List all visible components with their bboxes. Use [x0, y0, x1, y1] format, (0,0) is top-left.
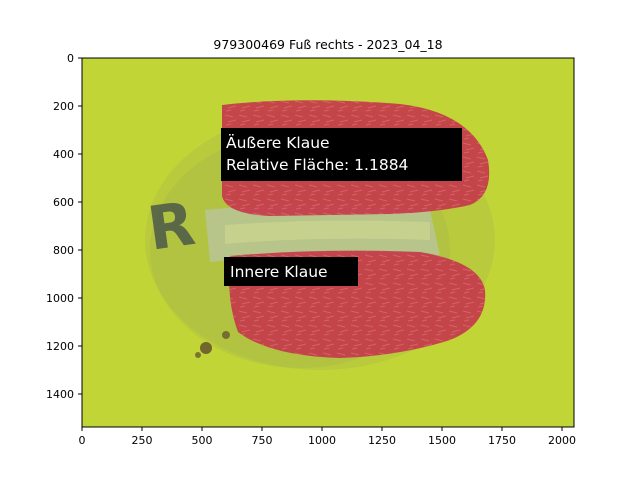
x-tick-label: 0 — [79, 434, 86, 447]
y-tick-label: 0 — [67, 52, 74, 65]
y-tick-label: 1400 — [46, 388, 74, 401]
y-tick-label: 400 — [53, 148, 74, 161]
x-tick-label: 1500 — [428, 434, 456, 447]
x-tick-label: 1000 — [308, 434, 336, 447]
x-tick-label: 500 — [192, 434, 213, 447]
plot-title: 979300469 Fuß rechts - 2023_04_18 — [213, 37, 442, 52]
inner-claw-annotation: Innere Klaue — [224, 257, 358, 286]
x-tick-label: 2000 — [548, 434, 576, 447]
outer-claw-annotation: Äußere Klaue Relative Fläche: 1.1884 — [221, 128, 462, 181]
y-axis: 0 200 400 600 800 1000 1200 1400 — [46, 52, 82, 401]
x-tick-label: 1250 — [368, 434, 396, 447]
hoof-photo: R — [82, 58, 574, 427]
x-tick-label: 750 — [252, 434, 273, 447]
x-tick-label: 1750 — [488, 434, 516, 447]
outer-claw-label-box — [221, 128, 462, 181]
inner-claw-label-box — [224, 257, 358, 286]
x-axis: 0 250 500 750 1000 1250 1500 1750 2000 — [79, 427, 576, 447]
y-tick-label: 200 — [53, 100, 74, 113]
outer-claw-relative-area: Relative Fläche: 1.1884 — [226, 156, 408, 174]
axes-frame — [81, 57, 575, 428]
mat-letter-r: R — [144, 189, 199, 265]
x-tick-label: 250 — [132, 434, 153, 447]
outer-claw-name: Äußere Klaue — [226, 133, 330, 152]
y-tick-label: 1200 — [46, 340, 74, 353]
y-tick-label: 600 — [53, 196, 74, 209]
inner-claw-name: Innere Klaue — [230, 263, 328, 281]
y-tick-label: 800 — [53, 244, 74, 257]
y-tick-label: 1000 — [46, 292, 74, 305]
